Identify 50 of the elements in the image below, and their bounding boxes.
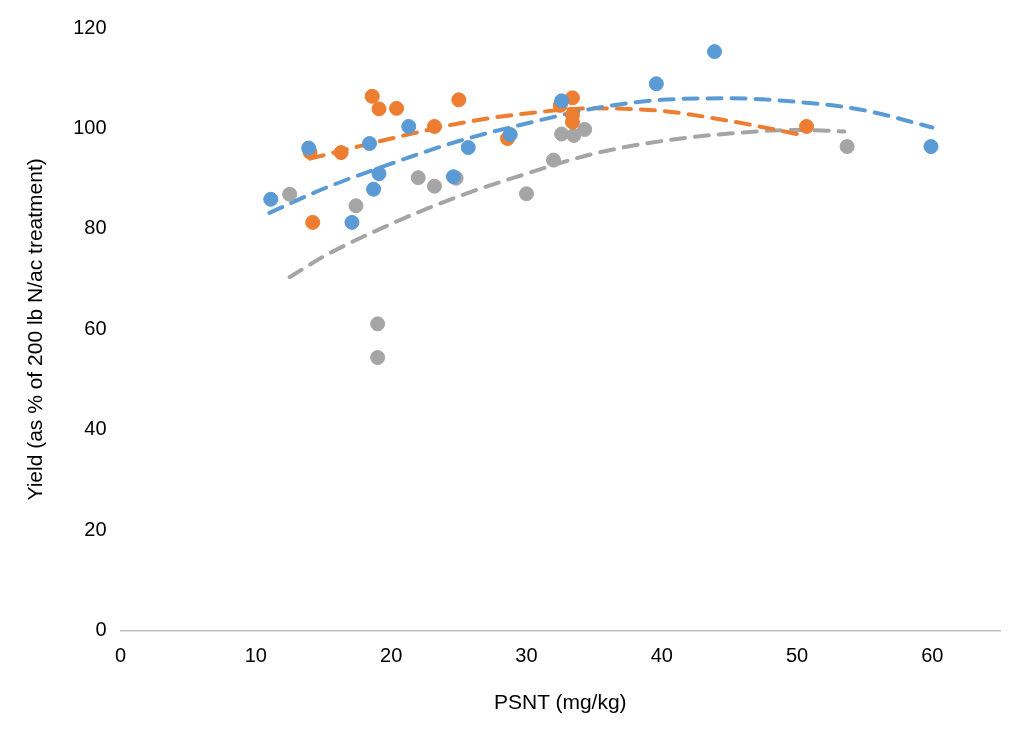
y-tick-label: 80	[84, 216, 107, 239]
y-tick-label: 0	[95, 618, 107, 641]
x-tick-label: 20	[380, 644, 403, 667]
point	[460, 140, 476, 156]
y-tick-label: 40	[84, 417, 107, 440]
point	[426, 178, 442, 194]
x-tick-label: 50	[785, 644, 809, 667]
point	[554, 93, 570, 109]
point	[566, 128, 582, 143]
point	[426, 118, 442, 134]
y-tick-label: 100	[73, 115, 107, 138]
point	[410, 170, 426, 186]
point	[577, 121, 593, 137]
point	[451, 92, 467, 108]
point	[401, 118, 417, 134]
point	[364, 88, 380, 104]
line-series	[267, 96, 935, 215]
x-tick-label: 30	[515, 644, 538, 667]
point	[333, 145, 349, 161]
point	[502, 127, 518, 142]
point	[546, 152, 562, 168]
point	[370, 350, 386, 366]
point	[370, 316, 386, 332]
point	[263, 191, 279, 207]
point	[301, 140, 317, 156]
point	[707, 44, 723, 60]
y-axis-title: Yield (as % of 200 lb N/ac treatment)	[23, 158, 47, 501]
point	[362, 136, 378, 152]
point	[348, 198, 364, 214]
point	[648, 76, 664, 92]
point	[282, 186, 298, 202]
point	[371, 166, 387, 182]
point	[344, 214, 360, 230]
x-tick-label: 40	[650, 644, 673, 667]
point	[923, 139, 939, 155]
y-tick-label: 20	[84, 517, 107, 540]
x-tick-label: 0	[115, 644, 127, 667]
point	[366, 181, 382, 197]
x-axis-title: PSNT (mg/kg)	[493, 690, 627, 714]
point	[371, 101, 387, 117]
point	[554, 126, 570, 142]
point	[389, 100, 405, 116]
point	[839, 139, 855, 155]
y-tick-label: 60	[84, 316, 107, 339]
point	[305, 214, 321, 230]
y-tick-label: 120	[73, 15, 107, 38]
x-tick-label: 60	[921, 644, 944, 667]
point	[518, 186, 534, 202]
x-tick-label: 10	[244, 644, 267, 667]
point	[799, 118, 815, 134]
